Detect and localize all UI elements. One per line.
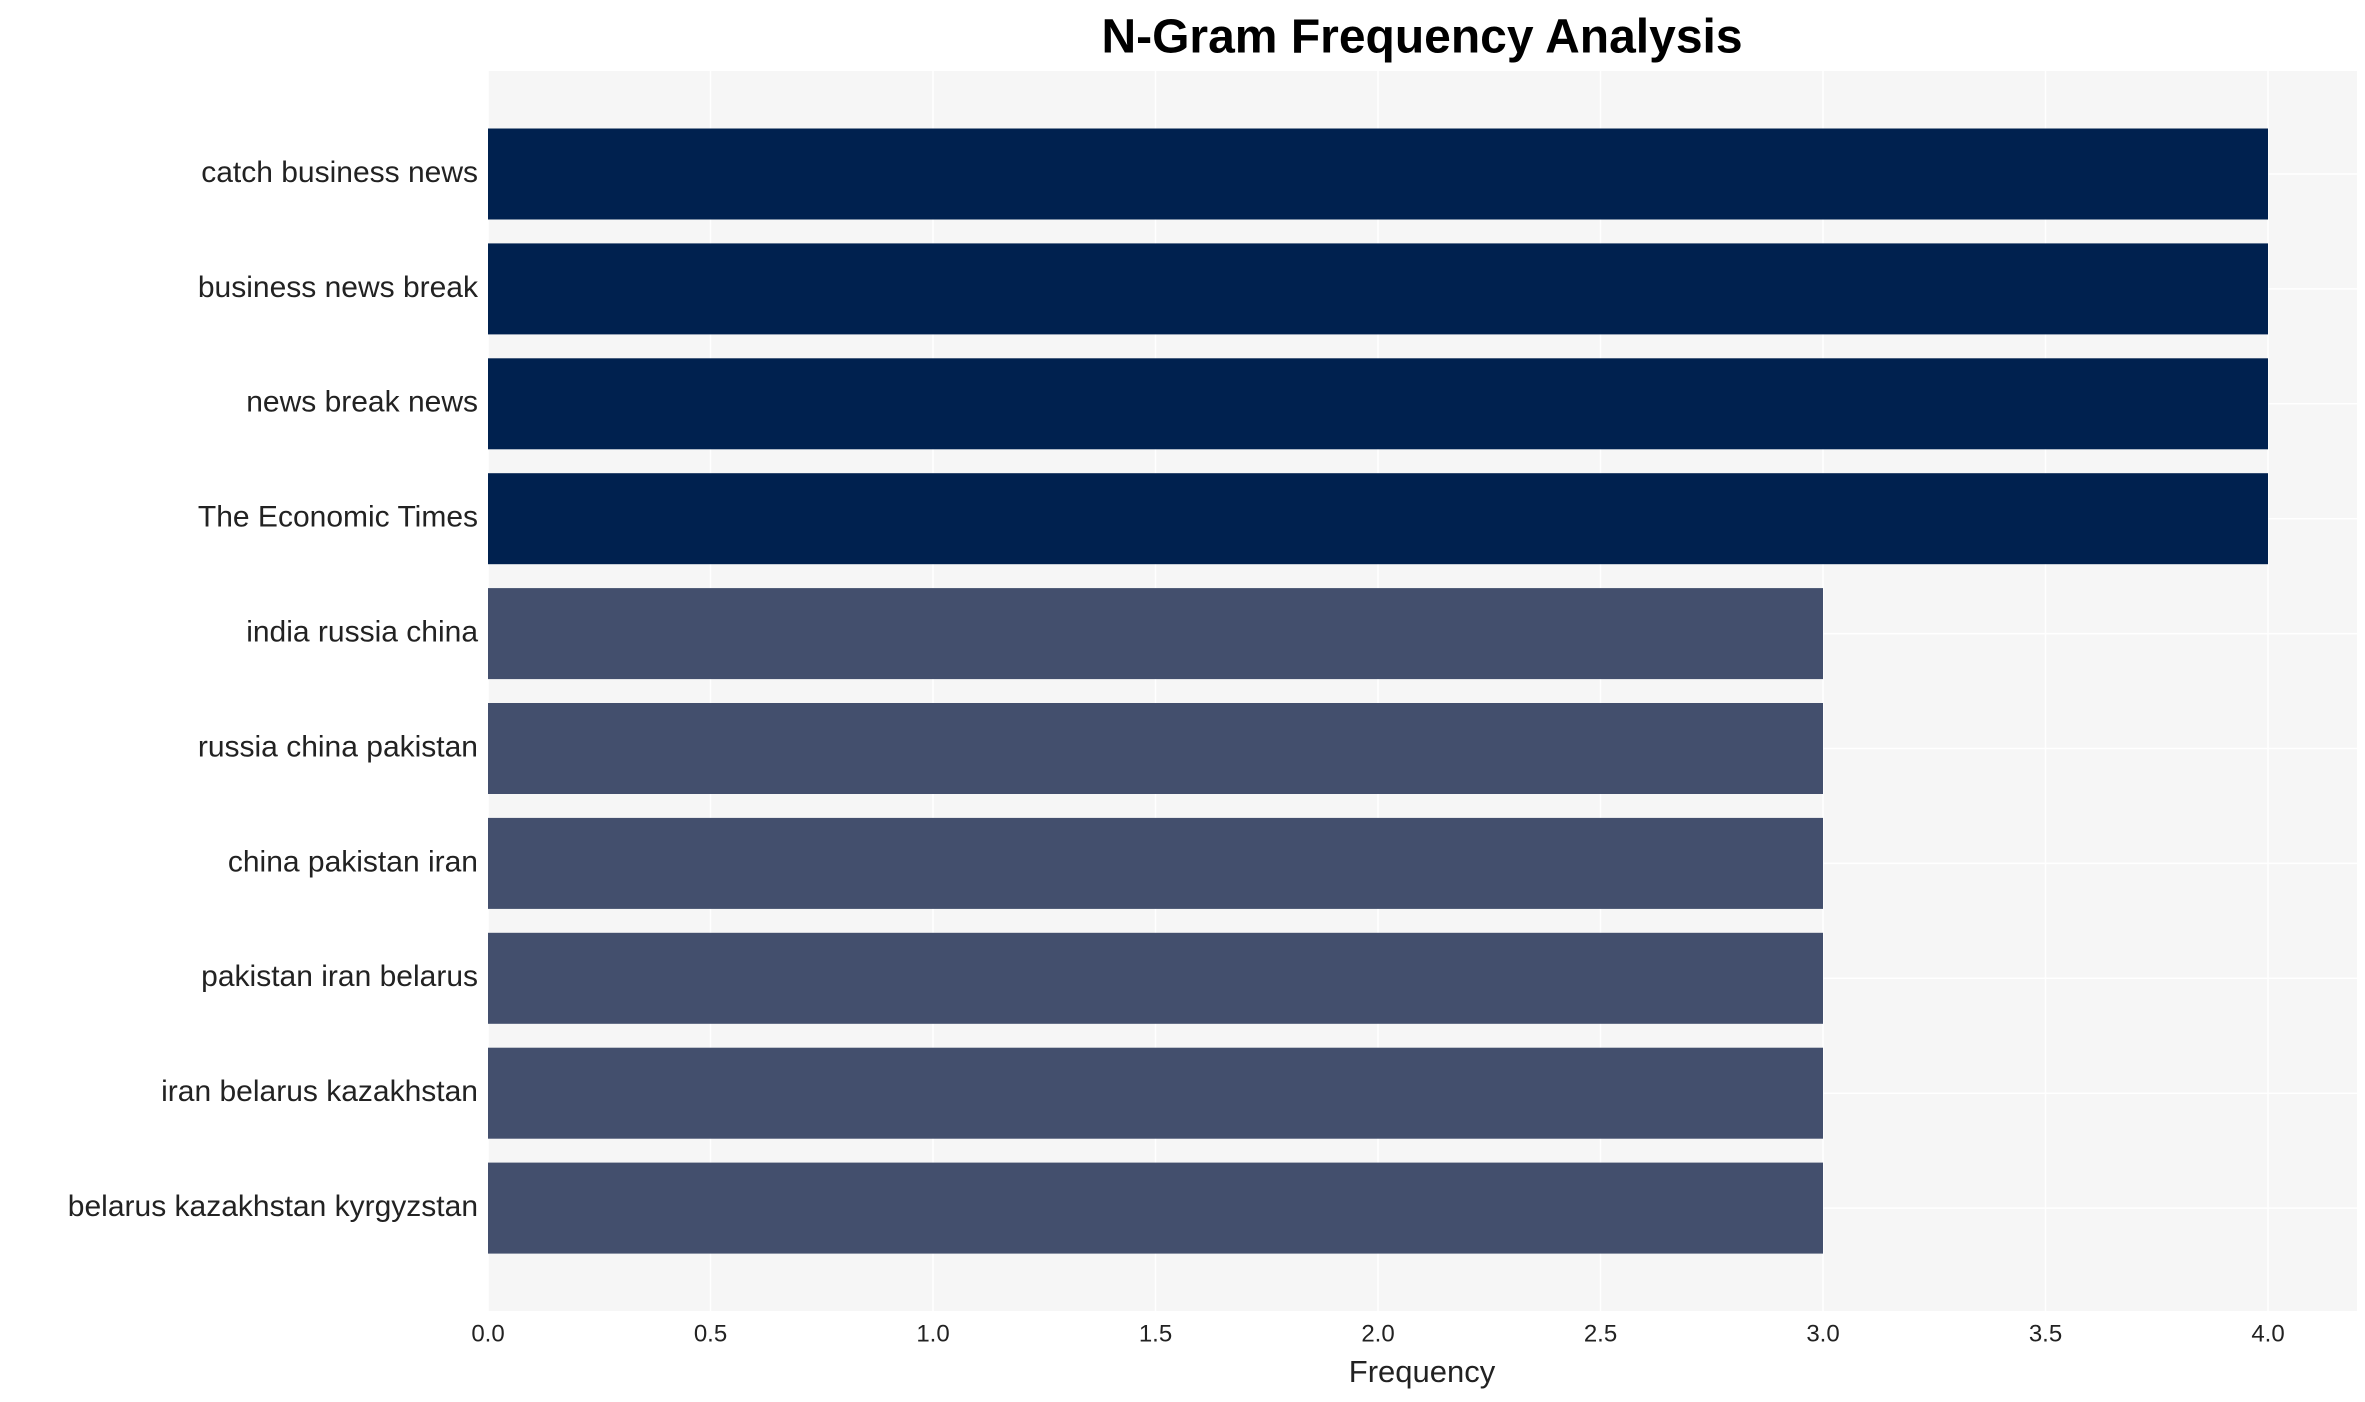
bar <box>488 358 2268 450</box>
x-tick-label: 1.5 <box>1139 1320 1172 1347</box>
bar <box>488 243 2268 335</box>
y-tick-label: belarus kazakhstan kyrgyzstan <box>68 1190 478 1223</box>
x-axis-label: Frequency <box>1349 1354 1496 1389</box>
bar <box>488 817 1823 909</box>
y-tick-label: iran belarus kazakhstan <box>161 1075 478 1108</box>
x-tick-label: 0.5 <box>694 1320 727 1347</box>
bar <box>488 588 1823 680</box>
x-tick-label: 0.0 <box>471 1320 504 1347</box>
bar <box>488 1162 1823 1254</box>
y-tick-label: news break news <box>246 386 478 419</box>
y-tick-label: china pakistan iran <box>228 845 478 878</box>
x-tick-label: 2.0 <box>1361 1320 1394 1347</box>
x-tick-label: 4.0 <box>2251 1320 2284 1347</box>
y-tick-label: The Economic Times <box>198 501 478 534</box>
y-tick-label: catch business news <box>201 156 478 189</box>
bar <box>488 932 1823 1024</box>
y-tick-label: pakistan iran belarus <box>201 960 478 993</box>
chart-title: N-Gram Frequency Analysis <box>1101 11 1742 64</box>
bar <box>488 473 2268 565</box>
y-tick-label: russia china pakistan <box>198 730 478 763</box>
bar <box>488 128 2268 220</box>
y-tick-label: india russia china <box>246 616 478 649</box>
bar <box>488 1047 1823 1139</box>
x-tick-label: 3.0 <box>1806 1320 1839 1347</box>
x-tick-label: 1.0 <box>916 1320 949 1347</box>
bar <box>488 703 1823 794</box>
x-tick-label: 3.5 <box>2029 1320 2062 1347</box>
y-tick-label: business news break <box>198 271 479 304</box>
x-tick-label: 2.5 <box>1584 1320 1617 1347</box>
